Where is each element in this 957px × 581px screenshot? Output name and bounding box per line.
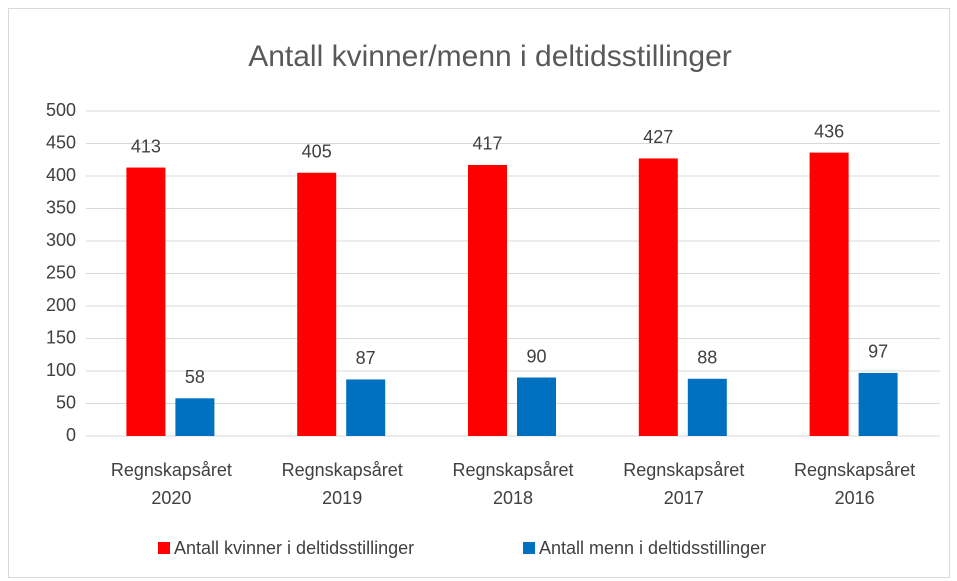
y-tick-label: 0 [66,425,76,445]
data-label: 405 [302,142,332,162]
bar [346,379,386,436]
x-tick-label: Regnskapsåret 2019 [281,460,403,508]
data-label: 413 [131,136,161,156]
y-tick-label: 500 [46,100,76,120]
x-tick-label: Regnskapsåret 2016 [794,460,916,508]
data-label: 87 [356,348,376,368]
data-label: 427 [643,127,673,147]
data-label: 88 [697,348,717,368]
x-tick-label: Regnskapsåret 2018 [452,460,574,508]
bar [297,172,337,436]
data-label: 97 [868,342,888,362]
bar [687,378,727,436]
y-tick-label: 300 [46,230,76,250]
y-tick-label: 400 [46,165,76,185]
bar [858,372,898,436]
data-label: 90 [526,346,546,366]
legend-label: Antall menn i deltidsstillinger [539,538,766,558]
bar [517,377,556,436]
y-tick-label: 150 [46,327,76,347]
bar [638,158,678,436]
y-tick-label: 100 [46,360,76,380]
y-tick-label: 450 [46,132,76,152]
bar [468,164,507,436]
y-tick-label: 250 [46,262,76,282]
data-label: 436 [814,121,844,141]
bar [175,398,215,436]
y-tick-label: 200 [46,295,76,315]
x-tick-label: Regnskapsåret 2017 [623,460,745,508]
chart-title: Antall kvinner/menn i deltidsstillinger [248,40,732,73]
data-label: 417 [472,134,502,154]
y-tick-label: 50 [56,392,76,412]
data-label: 58 [185,367,205,387]
y-tick-label: 350 [46,197,76,217]
legend-swatch [523,542,535,554]
legend-swatch [158,542,170,554]
bar [809,152,849,436]
bar [126,167,166,437]
x-tick-label: Regnskapsåret 2020 [110,460,232,508]
legend-label: Antall kvinner i deltidsstillinger [174,538,414,558]
